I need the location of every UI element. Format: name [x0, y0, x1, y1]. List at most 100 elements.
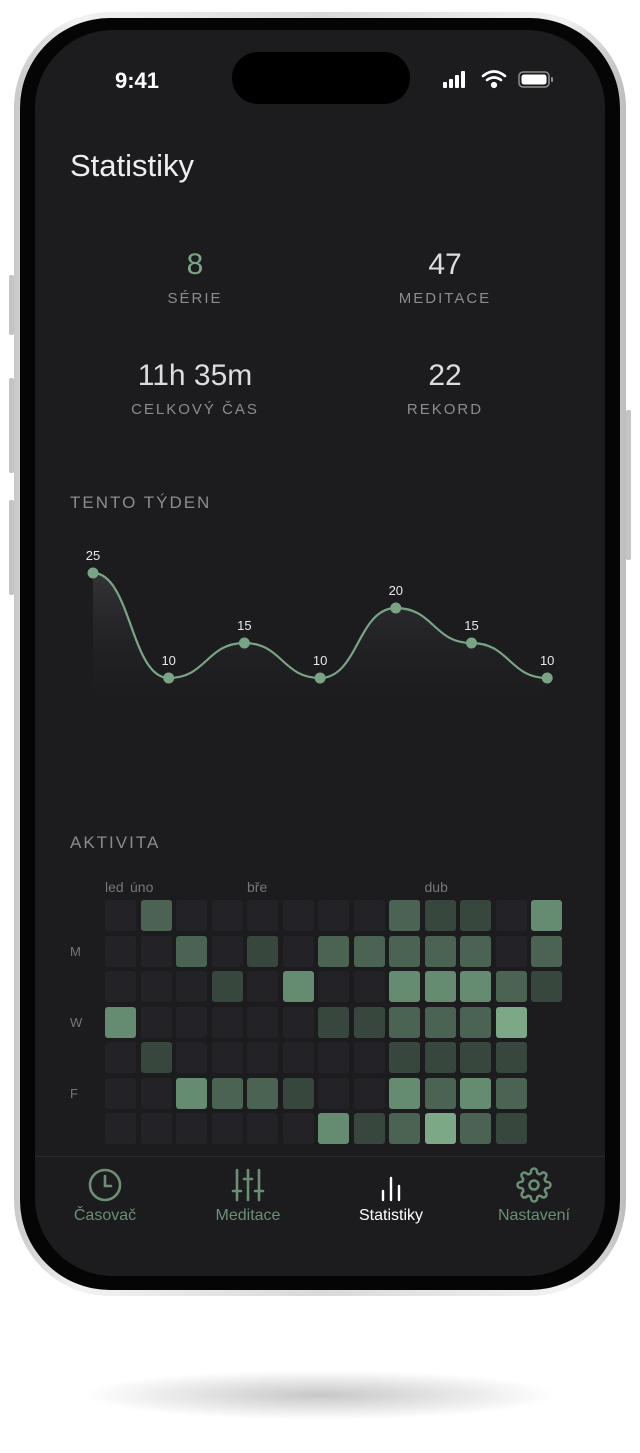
activity-cell[interactable] — [389, 1077, 420, 1109]
activity-cell[interactable] — [247, 1077, 278, 1109]
activity-cell[interactable] — [282, 1113, 314, 1144]
activity-cell[interactable] — [495, 1113, 527, 1144]
activity-cell[interactable] — [140, 1077, 172, 1109]
activity-cell[interactable] — [211, 935, 243, 967]
activity-cell[interactable] — [353, 1042, 385, 1073]
activity-cell[interactable] — [105, 1006, 136, 1038]
activity-cell[interactable] — [105, 935, 136, 967]
activity-cell[interactable] — [318, 1006, 349, 1038]
data-label: 15 — [237, 618, 251, 633]
activity-cell[interactable] — [318, 971, 349, 1002]
chart-point — [238, 637, 250, 649]
activity-cell[interactable] — [140, 935, 172, 967]
activity-cell[interactable] — [247, 1042, 278, 1073]
activity-cell[interactable] — [424, 1006, 456, 1038]
activity-cell[interactable] — [531, 971, 562, 1002]
activity-cell[interactable] — [460, 1077, 491, 1109]
activity-cell[interactable] — [247, 1006, 278, 1038]
activity-cell[interactable] — [282, 935, 314, 967]
activity-cell[interactable] — [211, 900, 243, 931]
activity-cell[interactable] — [140, 1042, 172, 1073]
activity-cell[interactable] — [140, 1006, 172, 1038]
activity-cell[interactable] — [495, 1042, 527, 1073]
activity-cell[interactable] — [495, 900, 527, 931]
activity-cell[interactable] — [389, 971, 420, 1002]
activity-cell[interactable] — [105, 1042, 136, 1073]
activity-cell[interactable] — [495, 935, 527, 967]
activity-cell[interactable] — [282, 1077, 314, 1109]
tab-meditations[interactable]: Meditace — [178, 1167, 318, 1225]
activity-cell[interactable] — [140, 1113, 172, 1144]
activity-cell[interactable] — [105, 1077, 136, 1109]
activity-cell[interactable] — [460, 900, 491, 931]
activity-cell[interactable] — [389, 1042, 420, 1073]
battery-icon — [518, 71, 553, 88]
activity-cell[interactable] — [105, 900, 136, 931]
activity-cell[interactable] — [531, 935, 562, 967]
tab-statistics[interactable]: Statistiky — [321, 1167, 461, 1225]
activity-cell[interactable] — [176, 971, 207, 1002]
activity-cell[interactable] — [282, 900, 314, 931]
activity-cell[interactable] — [389, 1006, 420, 1038]
activity-cell[interactable] — [424, 1077, 456, 1109]
activity-cell[interactable] — [353, 1006, 385, 1038]
activity-cell[interactable] — [247, 935, 278, 967]
data-label: 10 — [313, 653, 327, 668]
activity-cell[interactable] — [495, 971, 527, 1002]
volume-down-button — [9, 500, 14, 595]
activity-cell[interactable] — [282, 1042, 314, 1073]
activity-cell[interactable] — [495, 1077, 527, 1109]
activity-cell[interactable] — [176, 1077, 207, 1109]
activity-cell[interactable] — [531, 900, 562, 931]
activity-cell[interactable] — [353, 935, 385, 967]
activity-cell[interactable] — [211, 1006, 243, 1038]
activity-cell[interactable] — [353, 900, 385, 931]
activity-cell[interactable] — [105, 971, 136, 1002]
activity-cell[interactable] — [353, 1077, 385, 1109]
activity-cell[interactable] — [353, 1113, 385, 1144]
activity-cell[interactable] — [247, 900, 278, 931]
data-label: 10 — [540, 653, 554, 668]
activity-cell[interactable] — [176, 1006, 207, 1038]
activity-cell[interactable] — [460, 971, 491, 1002]
activity-cell[interactable] — [211, 1077, 243, 1109]
activity-cell[interactable] — [460, 1006, 491, 1038]
activity-cell[interactable] — [176, 935, 207, 967]
activity-cell[interactable] — [424, 971, 456, 1002]
tab-settings[interactable]: Nastavení — [464, 1167, 604, 1225]
activity-cell[interactable] — [211, 1042, 243, 1073]
activity-cell[interactable] — [318, 1113, 349, 1144]
activity-cell[interactable] — [318, 1042, 349, 1073]
tab-timer[interactable]: Časovač — [35, 1167, 175, 1225]
activity-cell[interactable] — [247, 971, 278, 1002]
activity-cell[interactable] — [424, 1113, 456, 1144]
activity-cell[interactable] — [247, 1113, 278, 1144]
activity-cell[interactable] — [460, 935, 491, 967]
activity-cell[interactable] — [424, 935, 456, 967]
activity-cell[interactable] — [389, 900, 420, 931]
signal-icon — [443, 71, 465, 88]
activity-cell[interactable] — [282, 971, 314, 1002]
activity-cell[interactable] — [211, 971, 243, 1002]
activity-cell[interactable] — [424, 900, 456, 931]
activity-cell[interactable] — [140, 971, 172, 1002]
activity-cell[interactable] — [353, 971, 385, 1002]
activity-cell[interactable] — [389, 1113, 420, 1144]
activity-cell[interactable] — [460, 1113, 491, 1144]
activity-cell[interactable] — [318, 900, 349, 931]
activity-cell[interactable] — [318, 935, 349, 967]
activity-cell[interactable] — [282, 1006, 314, 1038]
activity-cell[interactable] — [318, 1077, 349, 1109]
activity-cell[interactable] — [105, 1113, 136, 1144]
activity-cell[interactable] — [140, 900, 172, 931]
activity-cell[interactable] — [176, 900, 207, 931]
dynamic-island — [232, 52, 410, 104]
activity-cell[interactable] — [424, 1042, 456, 1073]
activity-cell[interactable] — [176, 1113, 207, 1144]
activity-cell[interactable] — [211, 1113, 243, 1144]
activity-cell[interactable] — [460, 1042, 491, 1073]
activity-cell[interactable] — [389, 935, 420, 967]
activity-cell[interactable] — [176, 1042, 207, 1073]
activity-cell[interactable] — [495, 1006, 527, 1038]
data-label: 20 — [389, 583, 403, 598]
